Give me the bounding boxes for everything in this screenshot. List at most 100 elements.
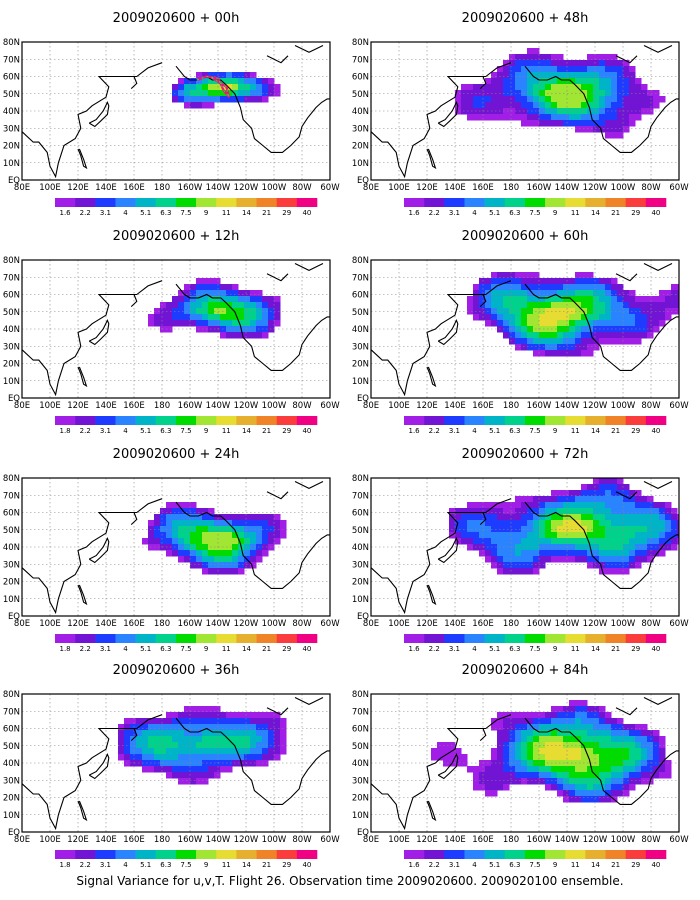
variance-cell [557, 290, 564, 297]
variance-cell [262, 544, 269, 551]
variance-cell [214, 90, 221, 97]
variance-cell [515, 730, 522, 737]
colorbar-swatch [404, 634, 425, 643]
variance-cell [509, 72, 516, 79]
y-tick-label: 50N [3, 308, 20, 318]
variance-cell [575, 302, 582, 309]
variance-cell [172, 90, 179, 97]
colorbar-label: 2.2 [80, 427, 91, 435]
variance-cell [653, 538, 660, 545]
variance-cell [274, 724, 281, 731]
x-tick-label: 60W [669, 183, 689, 193]
coastline [615, 707, 638, 716]
variance-cell [617, 96, 624, 103]
variance-cell [545, 532, 552, 539]
variance-cell [617, 508, 624, 515]
x-tick-label: 140E [95, 835, 117, 845]
variance-cell [184, 550, 191, 557]
variance-cell [653, 520, 660, 527]
variance-cell [599, 90, 606, 97]
variance-cell [599, 332, 606, 339]
variance-cell [503, 538, 510, 545]
variance-cell [497, 772, 504, 779]
variance-cell [238, 718, 245, 725]
variance-cell [557, 96, 564, 103]
colorbar-swatch [155, 416, 177, 425]
variance-cell [647, 742, 654, 749]
variance-cell [262, 320, 269, 327]
variance-cell [497, 568, 504, 575]
variance-cell [533, 526, 540, 533]
variance-cell [557, 66, 564, 73]
variance-cell [160, 320, 167, 327]
variance-cell [178, 736, 185, 743]
variance-cell [641, 496, 648, 503]
variance-cell [665, 514, 672, 521]
colorbar-swatch [565, 198, 586, 207]
variance-cell [190, 514, 197, 521]
variance-cell [581, 730, 588, 737]
variance-cell [617, 290, 624, 297]
variance-cell [178, 730, 185, 737]
variance-cell [509, 514, 516, 521]
variance-cell [617, 784, 624, 791]
variance-cell [190, 706, 197, 713]
colorbar-swatch [585, 850, 606, 859]
colorbar-swatch [424, 198, 445, 207]
variance-cell [196, 730, 203, 737]
variance-cell [509, 508, 516, 515]
variance-cell [178, 96, 185, 103]
variance-cell [575, 344, 582, 351]
variance-cell [220, 730, 227, 737]
variance-cell [599, 496, 606, 503]
variance-cell [575, 278, 582, 285]
variance-field [371, 478, 679, 616]
variance-cell [575, 326, 582, 333]
variance-cell [569, 706, 576, 713]
variance-cell [551, 96, 558, 103]
variance-cell [569, 526, 576, 533]
variance-cell [274, 712, 281, 719]
variance-cell [635, 520, 642, 527]
variance-cell [503, 712, 510, 719]
variance-cell [623, 508, 630, 515]
variance-cell [581, 556, 588, 563]
variance-cell [593, 496, 600, 503]
variance-cell [587, 314, 594, 321]
variance-cell [208, 766, 215, 773]
colorbar-swatch [565, 850, 586, 859]
variance-cell [605, 784, 612, 791]
variance-cell [202, 568, 209, 575]
x-tick-label: 160W [527, 619, 552, 629]
variance-cell [485, 314, 492, 321]
variance-cell [647, 520, 654, 527]
variance-cell [527, 508, 534, 515]
variance-cell [653, 314, 660, 321]
variance-cell [190, 712, 197, 719]
y-tick-label: 20N [3, 142, 20, 152]
variance-cell [581, 278, 588, 285]
variance-cell [262, 724, 269, 731]
coastline [615, 55, 638, 64]
variance-cell [220, 562, 227, 569]
variance-cell [629, 314, 636, 321]
variance-cell [527, 748, 534, 755]
variance-cell [659, 748, 666, 755]
y-tick-label: 80N [352, 474, 369, 484]
variance-cell [539, 712, 546, 719]
variance-cell [515, 72, 522, 79]
variance-cell [491, 532, 498, 539]
variance-cell [509, 724, 516, 731]
variance-cell [533, 296, 540, 303]
variance-cell [647, 736, 654, 743]
variance-cell [178, 502, 185, 509]
variance-cell [491, 308, 498, 315]
variance-cell [244, 320, 251, 327]
variance-cell [581, 550, 588, 557]
plot-frame [21, 41, 331, 181]
variance-cell [208, 284, 215, 291]
variance-cell [581, 78, 588, 85]
variance-cell [599, 742, 606, 749]
variance-cell [473, 766, 480, 773]
variance-cell [268, 520, 275, 527]
